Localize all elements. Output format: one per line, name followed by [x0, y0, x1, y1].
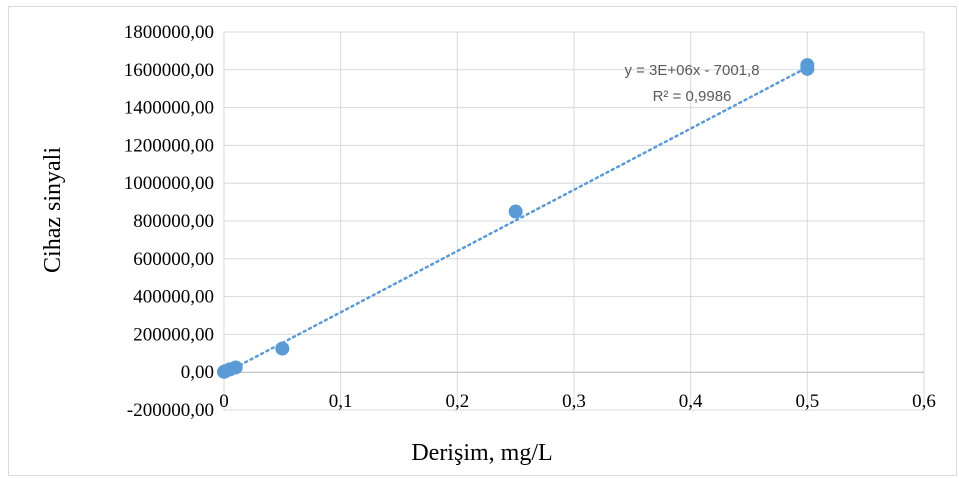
- x-axis-tick-labels: 0 0,1 0,2 0,3 0,4 0,5 0,6: [219, 391, 936, 412]
- y-tick-label: 200000,00: [133, 324, 214, 345]
- y-tick-label: 800000,00: [133, 211, 214, 232]
- grid-lines: [223, 31, 925, 411]
- y-tick-label: 1800000,00: [124, 22, 214, 43]
- x-tick-label: 0,1: [329, 391, 353, 412]
- y-tick-label: 1000000,00: [124, 173, 214, 194]
- y-axis-tick-labels: -200000,00 0,00 200000,00 400000,00 600000,0…: [124, 22, 214, 421]
- x-tick-label: 0,5: [795, 391, 819, 412]
- r-squared-label: R² = 0,9986: [653, 88, 732, 105]
- data-point: [228, 360, 243, 375]
- x-tick-label: 0,6: [912, 391, 936, 412]
- x-tick-label: 0: [219, 391, 229, 412]
- trendline-equation: y = 3E+06x - 7001,8: [624, 62, 759, 79]
- y-axis-title: Cihaz sinyali: [40, 147, 66, 273]
- chart-frame: [8, 6, 957, 476]
- trendline: [222, 66, 809, 375]
- y-tick-label: -200000,00: [127, 400, 214, 421]
- data-point: [508, 204, 523, 219]
- x-tick-label: 0,4: [679, 391, 703, 412]
- x-tick-label: 0,2: [445, 391, 469, 412]
- data-point: [275, 341, 290, 356]
- y-tick-label: 400000,00: [133, 287, 214, 308]
- data-point: [800, 58, 815, 73]
- y-tick-label: 600000,00: [133, 249, 214, 270]
- y-tick-label: 1200000,00: [124, 135, 214, 156]
- x-axis-title: Derişim, mg/L: [411, 440, 552, 466]
- y-tick-label: 1600000,00: [124, 60, 214, 81]
- y-tick-label: 0,00: [181, 362, 214, 383]
- x-tick-label: 0,3: [562, 391, 586, 412]
- data-points: [217, 58, 815, 379]
- y-tick-label: 1400000,00: [124, 98, 214, 119]
